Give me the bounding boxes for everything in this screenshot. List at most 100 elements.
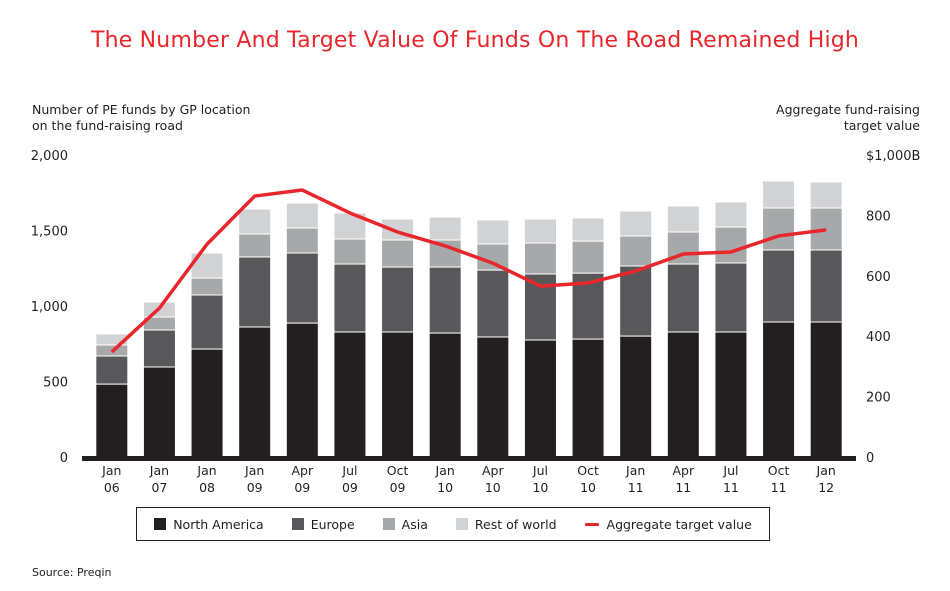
x-tick-label-month: Jan <box>149 463 169 478</box>
bar-segment-europe <box>238 256 272 328</box>
bar-segment-north-america <box>190 348 224 458</box>
bar-segment-asia <box>571 240 605 274</box>
bar-segment-asia <box>285 227 319 254</box>
x-tick-label-month: Apr <box>482 463 504 478</box>
x-tick-label-year: 10 <box>580 480 596 495</box>
right-axis-ticks: 0 200 400 600 800 $1,000B <box>866 149 920 466</box>
bar-segment-asia <box>714 226 748 264</box>
bars <box>95 180 843 458</box>
bar-segment-rest-of-world <box>238 208 272 235</box>
left-tick-label: 2,000 <box>31 149 68 164</box>
bar-segment-europe <box>428 266 462 334</box>
right-tick-label: 400 <box>866 330 891 345</box>
x-tick-label-year: 11 <box>675 480 691 495</box>
legend-label-rest-of-world: Rest of world <box>474 516 557 532</box>
x-tick-label-year: 10 <box>437 480 453 495</box>
bar-segment-rest-of-world <box>809 181 843 209</box>
bar-segment-asia <box>762 207 796 251</box>
x-tick-label-month: Jul <box>532 463 548 478</box>
bar-segment-europe <box>142 329 176 368</box>
right-tick-label: 600 <box>866 270 891 285</box>
bar-segment-asia <box>238 233 272 258</box>
bar-segment-rest-of-world <box>714 201 748 228</box>
bar-segment-north-america <box>571 338 605 458</box>
bar-segment-rest-of-world <box>523 218 557 244</box>
bar-segment-north-america <box>809 321 843 458</box>
bar-segment-europe <box>95 355 129 385</box>
bar-segment-rest-of-world <box>762 180 796 209</box>
right-tick-label: 0 <box>866 451 874 466</box>
bar-segment-asia <box>523 242 557 275</box>
bar-segment-europe <box>619 265 653 337</box>
bar-segment-rest-of-world <box>285 202 319 229</box>
bar-segment-north-america <box>428 332 462 458</box>
x-tick-label-year: 09 <box>247 480 263 495</box>
x-tick-label-year: 09 <box>342 480 358 495</box>
bar-segment-europe <box>476 269 510 338</box>
x-axis-ticks: Jan 06 Jan 07 Jan 08 Jan 09 Apr 09 Jul 09 Oct 09 Jan 10… <box>101 463 836 495</box>
bar-segment-europe <box>190 294 224 350</box>
bar-segment-asia <box>619 235 653 267</box>
x-tick-label-month: Jan <box>816 463 836 478</box>
legend-swatch-north-america <box>154 518 167 530</box>
aggregate-target-line <box>110 188 827 354</box>
x-tick-label-year: 11 <box>723 480 739 495</box>
bar-segment-rest-of-world <box>619 210 653 237</box>
right-axis-label-line-2: target value <box>843 118 920 133</box>
left-tick-label: 0 <box>60 451 68 466</box>
x-tick-label-month: Oct <box>577 463 599 478</box>
bar-segment-rest-of-world <box>428 216 462 241</box>
left-axis-label-line-2: on the fund-raising road <box>32 118 183 133</box>
legend-item-aggregate-target-value: Aggregate target value <box>584 516 752 532</box>
x-tick-label-year: 10 <box>532 480 548 495</box>
bar-segment-north-america <box>333 331 367 458</box>
chart-title: The Number And Target Value Of Funds On … <box>90 28 860 53</box>
x-tick-label-year: 10 <box>485 480 501 495</box>
right-tick-label: $1,000B <box>866 149 920 164</box>
legend-swatch-asia <box>382 518 395 530</box>
x-axis-baseline <box>82 456 856 461</box>
x-tick-label-year: 08 <box>199 480 215 495</box>
legend-swatch-rest-of-world <box>455 518 468 530</box>
bar-segment-north-america <box>381 331 415 458</box>
x-tick-label-year: 12 <box>818 480 834 495</box>
bar-segment-europe <box>762 249 796 323</box>
right-tick-label: 800 <box>866 209 891 224</box>
right-axis-label-line-1: Aggregate fund-raising <box>776 102 920 117</box>
bar-segment-rest-of-world <box>476 219 510 245</box>
right-tick-label: 200 <box>866 391 891 406</box>
legend-label-aggregate-target-value: Aggregate target value <box>606 516 752 532</box>
bar-segment-north-america <box>762 321 796 458</box>
bar-segment-north-america <box>523 339 557 458</box>
bar-segment-asia <box>333 238 367 265</box>
x-tick-label-year: 11 <box>628 480 644 495</box>
legend-swatch-europe <box>291 518 304 530</box>
bar-segment-europe <box>809 249 843 323</box>
bar-segment-north-america <box>619 335 653 458</box>
bar-segment-north-america <box>95 383 129 458</box>
bar-segment-rest-of-world <box>571 217 605 242</box>
left-axis-label: Number of PE funds by GP location on the… <box>32 102 250 134</box>
legend-item-north-america: North America <box>154 517 264 532</box>
bar-segment-europe <box>666 263 700 333</box>
bar-segment-north-america <box>285 322 319 458</box>
legend-swatch-aggregate-target-value <box>584 522 599 526</box>
x-tick-label-month: Oct <box>768 463 790 478</box>
legend-label-europe: Europe <box>310 516 355 532</box>
x-tick-label-month: Jan <box>244 463 264 478</box>
x-tick-label-year: 06 <box>104 480 120 495</box>
left-axis-ticks: 0 500 1,000 1,500 2,000 <box>31 149 68 466</box>
legend-item-asia: Asia <box>382 517 428 532</box>
x-tick-label-month: Apr <box>673 463 695 478</box>
x-tick-label-month: Jan <box>435 463 455 478</box>
bar-segment-rest-of-world <box>190 252 224 279</box>
x-tick-label-month: Jan <box>101 463 121 478</box>
x-tick-label-year: 11 <box>771 480 787 495</box>
legend-item-rest-of-world: Rest of world <box>455 516 557 532</box>
x-tick-label-month: Jul <box>341 463 357 478</box>
bar-segment-europe <box>381 266 415 333</box>
bar-segment-europe <box>714 262 748 333</box>
bar-segment-north-america <box>142 366 176 458</box>
x-tick-label-year: 07 <box>151 480 167 495</box>
left-axis-label-line-1: Number of PE funds by GP location <box>32 102 251 117</box>
